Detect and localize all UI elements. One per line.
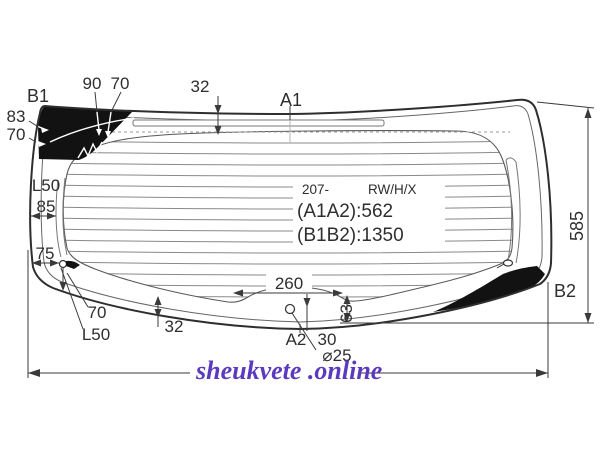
dim-70-bottom: 70 — [88, 303, 107, 322]
dim260-backdrop — [266, 274, 312, 292]
dim-85: 85 — [37, 197, 56, 216]
dim-75: 75 — [36, 244, 55, 263]
dim-585: 585 — [567, 211, 587, 241]
dim-32-bottom: 32 — [165, 317, 184, 336]
label-b1: B1 — [27, 86, 49, 106]
stoplight-strip — [132, 119, 385, 127]
dim-63: 63 — [337, 304, 356, 323]
watermark-backdrop — [190, 357, 358, 384]
watermark-text: sheukvete .online — [195, 356, 382, 385]
label-a1: A1 — [280, 90, 302, 110]
dim-83: 83 — [7, 107, 26, 126]
dim-70-left: 70 — [7, 125, 26, 144]
glass-body — [30, 99, 552, 329]
part-vertical-dim: (A1A2):562 — [297, 201, 393, 222]
wiper-hole — [284, 303, 296, 315]
mounting-clips — [58, 259, 514, 269]
dim-diameter-25: ⌀25 — [322, 346, 351, 365]
dim-30: 30 — [318, 330, 337, 349]
dim-32-top: 32 — [191, 77, 210, 96]
label-l50-bottom: L50 — [82, 325, 110, 344]
ceramic-band-bottom-right — [433, 266, 545, 312]
dim-260: 260 — [275, 274, 303, 293]
dim-70-top: 70 — [111, 74, 130, 93]
ceramic-band-top-left — [35, 106, 135, 160]
busbar-bands — [55, 157, 521, 264]
defogger-boundary — [62, 130, 514, 303]
label-b2: B2 — [554, 281, 576, 301]
label-a2: A2 — [286, 330, 307, 349]
part-glass-type: RW/H/X — [368, 182, 417, 197]
part-horizontal-dim: (B1B2):1350 — [297, 225, 404, 246]
dim-90: 90 — [83, 74, 102, 93]
part-text-backdrop — [293, 177, 445, 247]
part-code: 207- — [302, 182, 329, 197]
label-l50-left: L50 — [32, 176, 60, 195]
